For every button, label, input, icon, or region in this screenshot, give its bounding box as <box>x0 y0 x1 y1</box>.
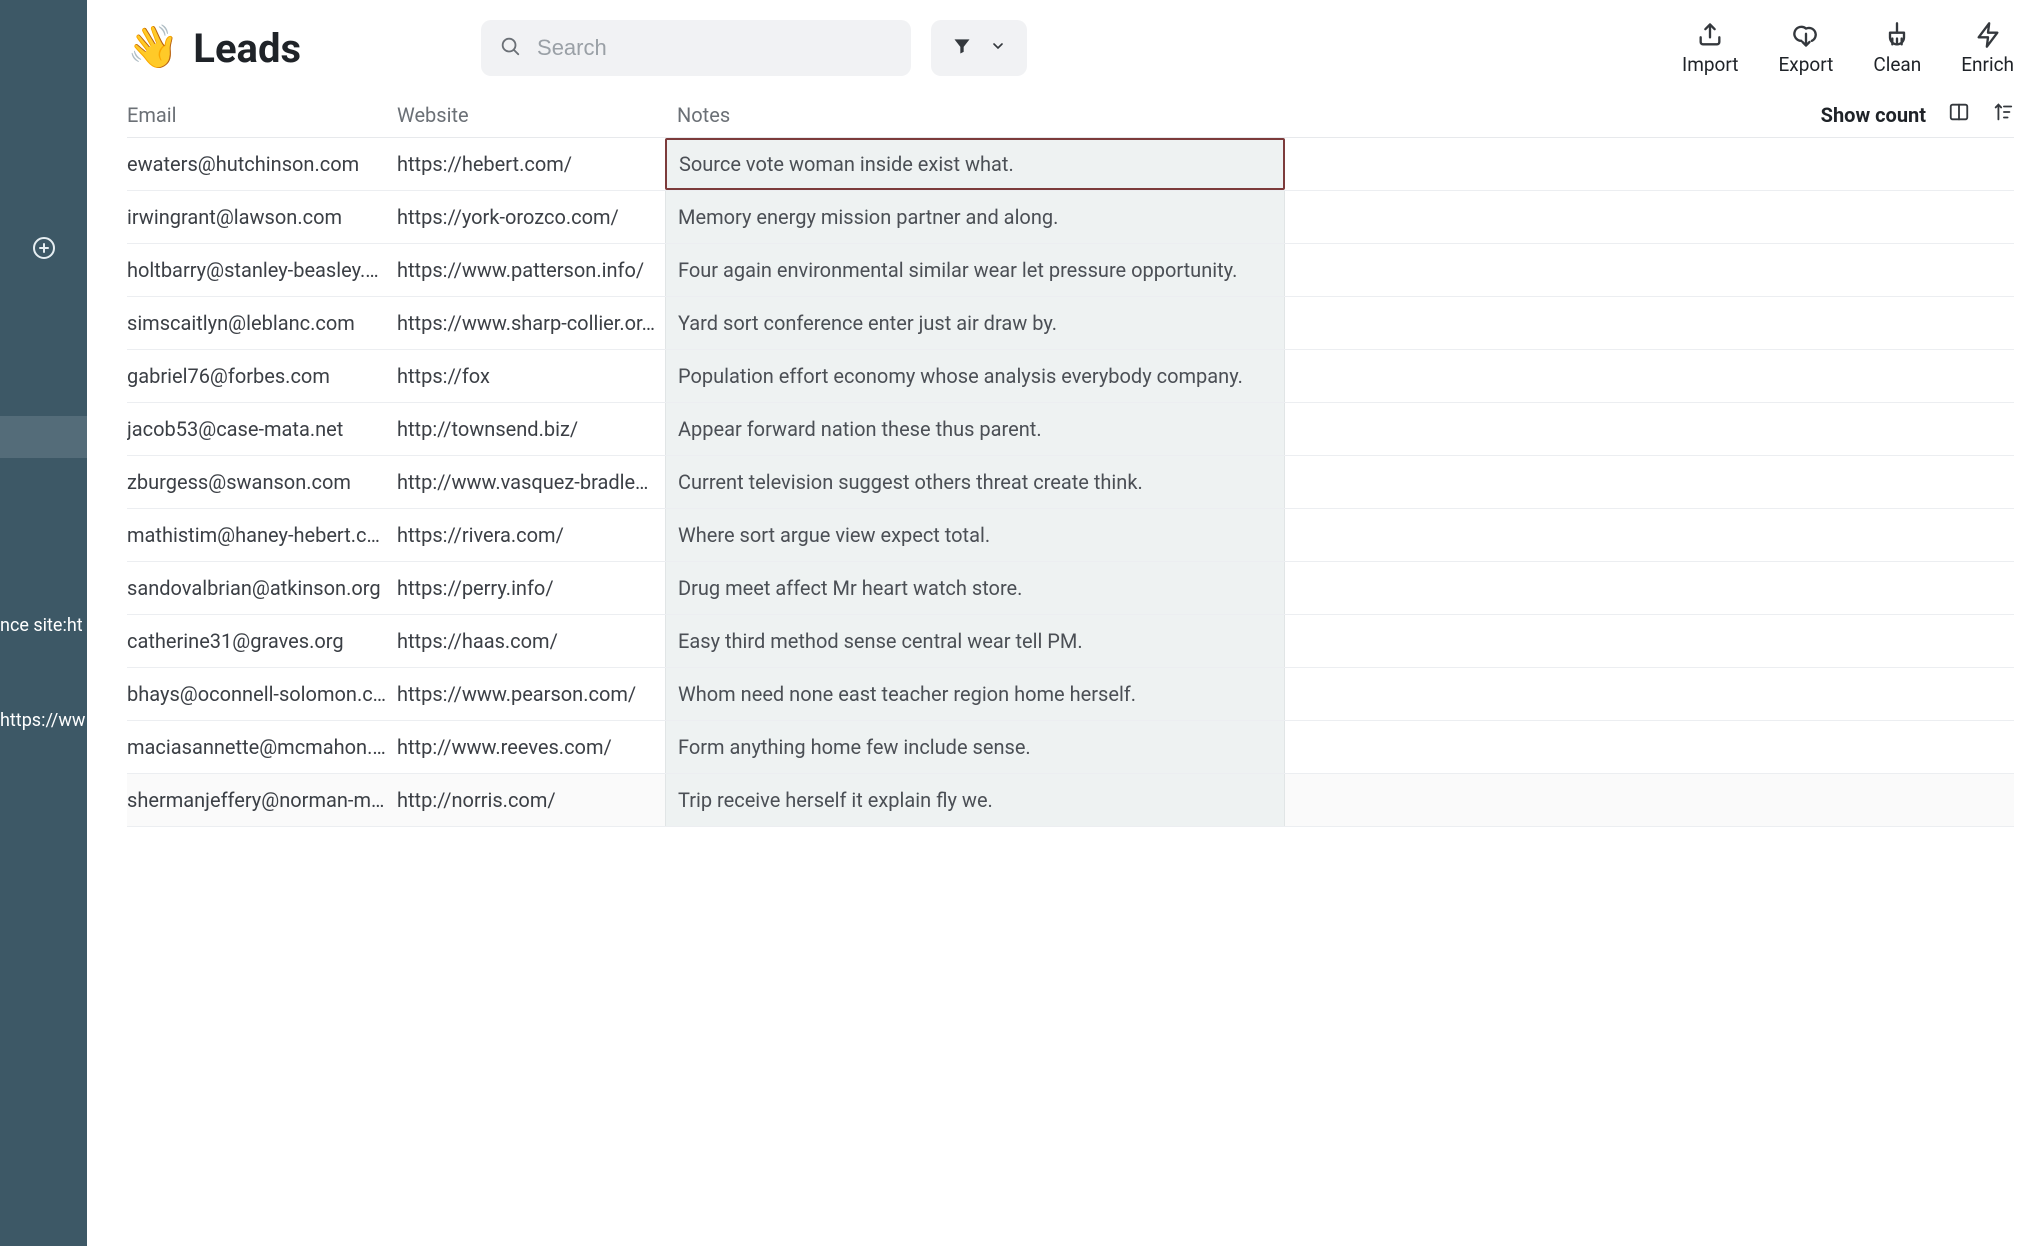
cell-notes[interactable]: Source vote woman inside exist what. <box>665 138 1285 190</box>
show-count-button[interactable]: Show count <box>1821 103 1926 127</box>
sidebar-overflow-text: nce site:ht <box>0 615 83 636</box>
cell-website[interactable]: http://www.reeves.com/ <box>397 735 665 759</box>
cell-website[interactable]: http://www.vasquez-bradley… <box>397 470 665 494</box>
table-row[interactable]: maciasannette@mcmahon.…http://www.reeves… <box>127 721 2014 774</box>
sidebar-overflow-text: https://ww <box>0 710 85 731</box>
cell-website[interactable]: http://townsend.biz/ <box>397 417 665 441</box>
cell-website[interactable]: https://york-orozco.com/ <box>397 205 665 229</box>
table-row[interactable]: ewaters@hutchinson.comhttps://hebert.com… <box>127 138 2014 191</box>
search-icon <box>499 35 521 61</box>
table-row[interactable]: holtbarry@stanley-beasley.c…https://www.… <box>127 244 2014 297</box>
cell-website[interactable]: https://perry.info/ <box>397 576 665 600</box>
leads-table: Email Website Notes Show count <box>87 92 2042 1246</box>
cell-website[interactable]: https://www.sharp-collier.or… <box>397 311 665 335</box>
cell-email[interactable]: zburgess@swanson.com <box>127 470 397 494</box>
add-button[interactable] <box>30 234 58 262</box>
topbar: 👋 Leads <box>87 0 2042 92</box>
table-row[interactable]: simscaitlyn@leblanc.comhttps://www.sharp… <box>127 297 2014 350</box>
cell-email[interactable]: mathistim@haney-hebert.c… <box>127 523 397 547</box>
toolbar-actions: Import Export <box>1682 21 2014 76</box>
cell-notes[interactable]: Where sort argue view expect total. <box>665 509 1285 561</box>
filter-button[interactable] <box>931 20 1027 76</box>
clean-icon <box>1883 21 1911 49</box>
cell-notes[interactable]: Drug meet affect Mr heart watch store. <box>665 562 1285 614</box>
sort-icon[interactable] <box>1992 101 2014 128</box>
table-body: ewaters@hutchinson.comhttps://hebert.com… <box>127 138 2014 827</box>
clean-label: Clean <box>1873 53 1921 76</box>
cell-notes[interactable]: Population effort economy whose analysis… <box>665 350 1285 402</box>
cell-notes[interactable]: Whom need none east teacher region home … <box>665 668 1285 720</box>
main-area: 👋 Leads <box>87 0 2042 1246</box>
cell-email[interactable]: maciasannette@mcmahon.… <box>127 735 397 759</box>
table-row[interactable]: irwingrant@lawson.comhttps://york-orozco… <box>127 191 2014 244</box>
columns-icon[interactable] <box>1948 101 1970 128</box>
cell-email[interactable]: bhays@oconnell-solomon.c… <box>127 682 397 706</box>
cell-website[interactable]: https://fox <box>397 364 665 388</box>
page-title: Leads <box>193 25 301 72</box>
cell-email[interactable]: ewaters@hutchinson.com <box>127 152 397 176</box>
import-icon <box>1696 21 1724 49</box>
cell-website[interactable]: https://rivera.com/ <box>397 523 665 547</box>
cell-notes[interactable]: Memory energy mission partner and along. <box>665 191 1285 243</box>
cell-notes[interactable]: Four again environmental similar wear le… <box>665 244 1285 296</box>
cell-email[interactable]: shermanjeffery@norman-m… <box>127 788 397 812</box>
cell-website[interactable]: https://www.pearson.com/ <box>397 682 665 706</box>
export-label: Export <box>1778 53 1833 76</box>
cell-notes[interactable]: Appear forward nation these thus parent. <box>665 403 1285 455</box>
table-row[interactable]: bhays@oconnell-solomon.c…https://www.pea… <box>127 668 2014 721</box>
col-header-notes[interactable]: Notes <box>665 103 1285 127</box>
table-row[interactable]: jacob53@case-mata.nethttp://townsend.biz… <box>127 403 2014 456</box>
sidebar: nce site:ht https://ww <box>0 0 87 1246</box>
cell-email[interactable]: simscaitlyn@leblanc.com <box>127 311 397 335</box>
cell-email[interactable]: catherine31@graves.org <box>127 629 397 653</box>
cell-notes[interactable]: Form anything home few include sense. <box>665 721 1285 773</box>
cell-notes[interactable]: Easy third method sense central wear tel… <box>665 615 1285 667</box>
enrich-button[interactable]: Enrich <box>1961 21 2014 76</box>
cell-email[interactable]: holtbarry@stanley-beasley.c… <box>127 258 397 282</box>
table-header: Email Website Notes Show count <box>127 92 2014 138</box>
cell-notes[interactable]: Trip receive herself it explain fly we. <box>665 774 1285 826</box>
table-row[interactable]: zburgess@swanson.comhttp://www.vasquez-b… <box>127 456 2014 509</box>
search-input[interactable] <box>535 34 893 62</box>
clean-button[interactable]: Clean <box>1873 21 1921 76</box>
cell-notes[interactable]: Yard sort conference enter just air draw… <box>665 297 1285 349</box>
cell-website[interactable]: https://www.patterson.info/ <box>397 258 665 282</box>
cell-email[interactable]: sandovalbrian@atkinson.org <box>127 576 397 600</box>
app-root: nce site:ht https://ww 👋 Leads <box>0 0 2042 1246</box>
cell-email[interactable]: jacob53@case-mata.net <box>127 417 397 441</box>
enrich-label: Enrich <box>1961 53 2014 76</box>
cell-notes[interactable]: Current television suggest others threat… <box>665 456 1285 508</box>
sidebar-active-item[interactable] <box>0 416 87 458</box>
table-row[interactable]: shermanjeffery@norman-m…http://norris.co… <box>127 774 2014 827</box>
import-label: Import <box>1682 53 1738 76</box>
import-button[interactable]: Import <box>1682 21 1738 76</box>
col-header-email[interactable]: Email <box>127 103 397 127</box>
cell-email[interactable]: irwingrant@lawson.com <box>127 205 397 229</box>
page-title-wrap: 👋 Leads <box>127 25 301 72</box>
enrich-icon <box>1974 21 2002 49</box>
cell-website[interactable]: http://norris.com/ <box>397 788 665 812</box>
table-row[interactable]: sandovalbrian@atkinson.orghttps://perry.… <box>127 562 2014 615</box>
search-box[interactable] <box>481 20 911 76</box>
chevron-down-icon <box>990 38 1006 58</box>
col-header-website[interactable]: Website <box>397 103 665 127</box>
filter-icon <box>952 36 972 60</box>
cell-website[interactable]: https://haas.com/ <box>397 629 665 653</box>
wave-icon: 👋 <box>127 27 179 69</box>
export-icon <box>1792 21 1820 49</box>
cell-email[interactable]: gabriel76@forbes.com <box>127 364 397 388</box>
cell-website[interactable]: https://hebert.com/ <box>397 152 665 176</box>
table-row[interactable]: catherine31@graves.orghttps://haas.com/E… <box>127 615 2014 668</box>
export-button[interactable]: Export <box>1778 21 1833 76</box>
table-row[interactable]: mathistim@haney-hebert.c…https://rivera.… <box>127 509 2014 562</box>
table-row[interactable]: gabriel76@forbes.comhttps://foxPopulatio… <box>127 350 2014 403</box>
